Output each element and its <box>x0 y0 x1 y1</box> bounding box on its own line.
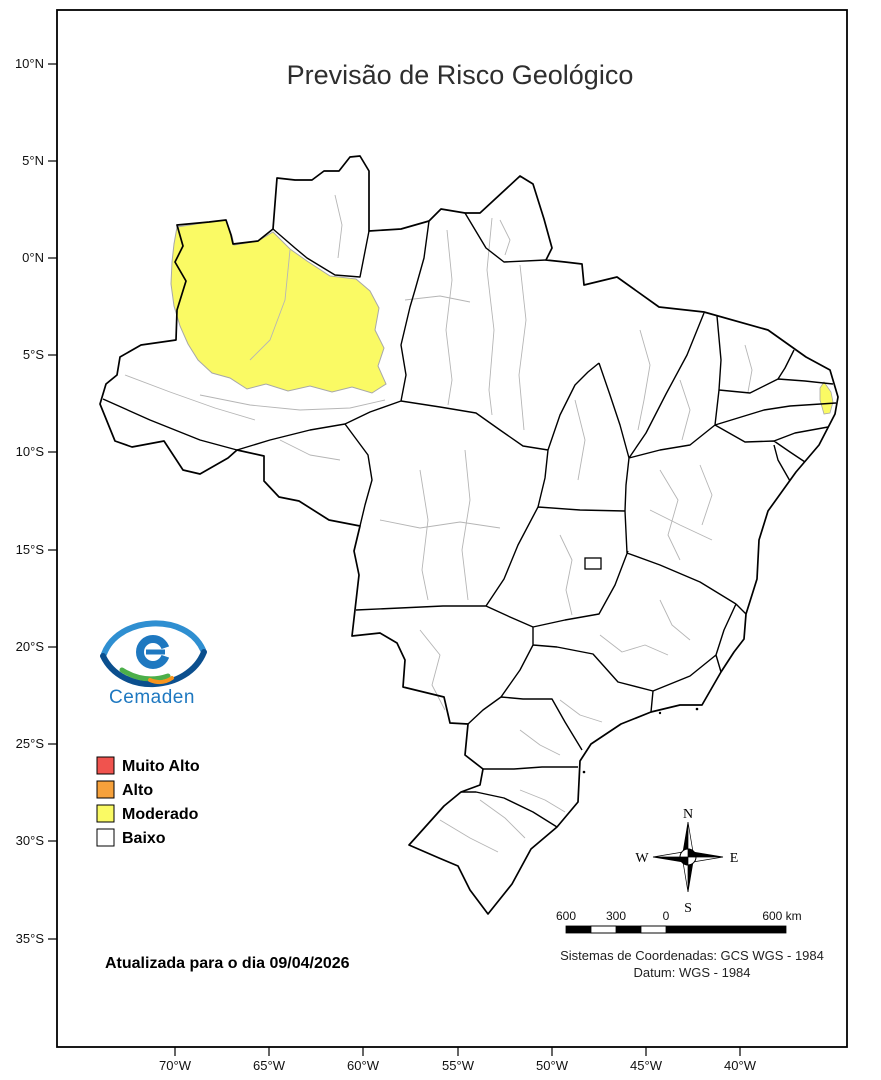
legend-swatch-muito-alto <box>96 756 115 775</box>
lat-label: 20°S <box>16 639 45 654</box>
cemaden-logo-icon <box>100 620 207 688</box>
legend-label: Moderado <box>122 806 199 823</box>
cemaden-logo-text: Cemaden <box>109 687 195 708</box>
legend-label: Baixo <box>122 830 166 847</box>
lat-label: 10°S <box>16 444 45 459</box>
moderate-risk-region-amazonas <box>170 219 387 394</box>
lon-label: 65°W <box>253 1058 286 1073</box>
page-title: Previsão de Risco Geológico <box>287 60 634 90</box>
moderate-risk-region-east-coast <box>819 381 834 415</box>
brazil-map <box>99 155 839 915</box>
lat-label: 15°S <box>16 542 45 557</box>
scale-label: 600 km <box>762 909 801 923</box>
compass-rose-icon: N S E W <box>635 807 738 916</box>
lat-label: 5°S <box>23 347 44 362</box>
scale-bar: 600 300 0 600 km <box>556 909 802 934</box>
lon-label: 45°W <box>630 1058 663 1073</box>
crs-line2: Datum: WGS - 1984 <box>633 965 750 980</box>
legend-item-baixo: Baixo <box>96 828 166 847</box>
crs-line1: Sistemas de Coordenadas: GCS WGS - 1984 <box>560 948 824 963</box>
lat-label: 10°N <box>15 56 44 71</box>
scale-label: 0 <box>663 909 670 923</box>
lon-label: 50°W <box>536 1058 569 1073</box>
legend-swatch-baixo <box>96 828 115 847</box>
scale-label: 600 <box>556 909 576 923</box>
lon-label: 40°W <box>724 1058 757 1073</box>
lat-label: 5°N <box>22 153 44 168</box>
lat-label: 30°S <box>16 833 45 848</box>
cemaden-logo: Cemaden <box>100 620 207 708</box>
update-note: Atualizada para o dia 09/04/2026 <box>105 955 350 972</box>
latitude-labels: 10°N 5°N 0°N 5°S 10°S 15°S 20°S 25°S 30°… <box>15 56 44 946</box>
compass-s-label: S <box>684 901 692 916</box>
compass-e-label: E <box>730 851 739 866</box>
subregion-borders <box>124 194 753 853</box>
longitude-labels: 70°W 65°W 60°W 55°W 50°W 45°W 40°W <box>159 1058 757 1073</box>
coastal-islands <box>582 707 699 774</box>
legend-item-alto: Alto <box>96 780 153 799</box>
country-outline <box>99 155 839 915</box>
lon-label: 55°W <box>442 1058 475 1073</box>
legend: Muito Alto Alto Moderado Baixo <box>96 756 200 847</box>
crs-info: Sistemas de Coordenadas: GCS WGS - 1984 … <box>560 948 824 980</box>
state-borders <box>102 212 837 828</box>
lat-label: 0°N <box>22 250 44 265</box>
compass-w-label: W <box>635 851 649 866</box>
legend-swatch-alto <box>96 780 115 799</box>
legend-item-moderado: Moderado <box>96 804 199 823</box>
legend-label: Alto <box>122 782 153 799</box>
scale-label: 300 <box>606 909 626 923</box>
longitude-axis <box>174 1047 741 1056</box>
lon-label: 70°W <box>159 1058 192 1073</box>
lat-label: 35°S <box>16 931 45 946</box>
lat-label: 25°S <box>16 736 45 751</box>
legend-label: Muito Alto <box>122 758 200 775</box>
legend-item-muito-alto: Muito Alto <box>96 756 200 775</box>
lon-label: 60°W <box>347 1058 380 1073</box>
legend-swatch-moderado <box>96 804 115 823</box>
latitude-axis <box>48 63 57 940</box>
distrito-federal-outline <box>584 557 602 570</box>
compass-n-label: N <box>683 807 693 822</box>
